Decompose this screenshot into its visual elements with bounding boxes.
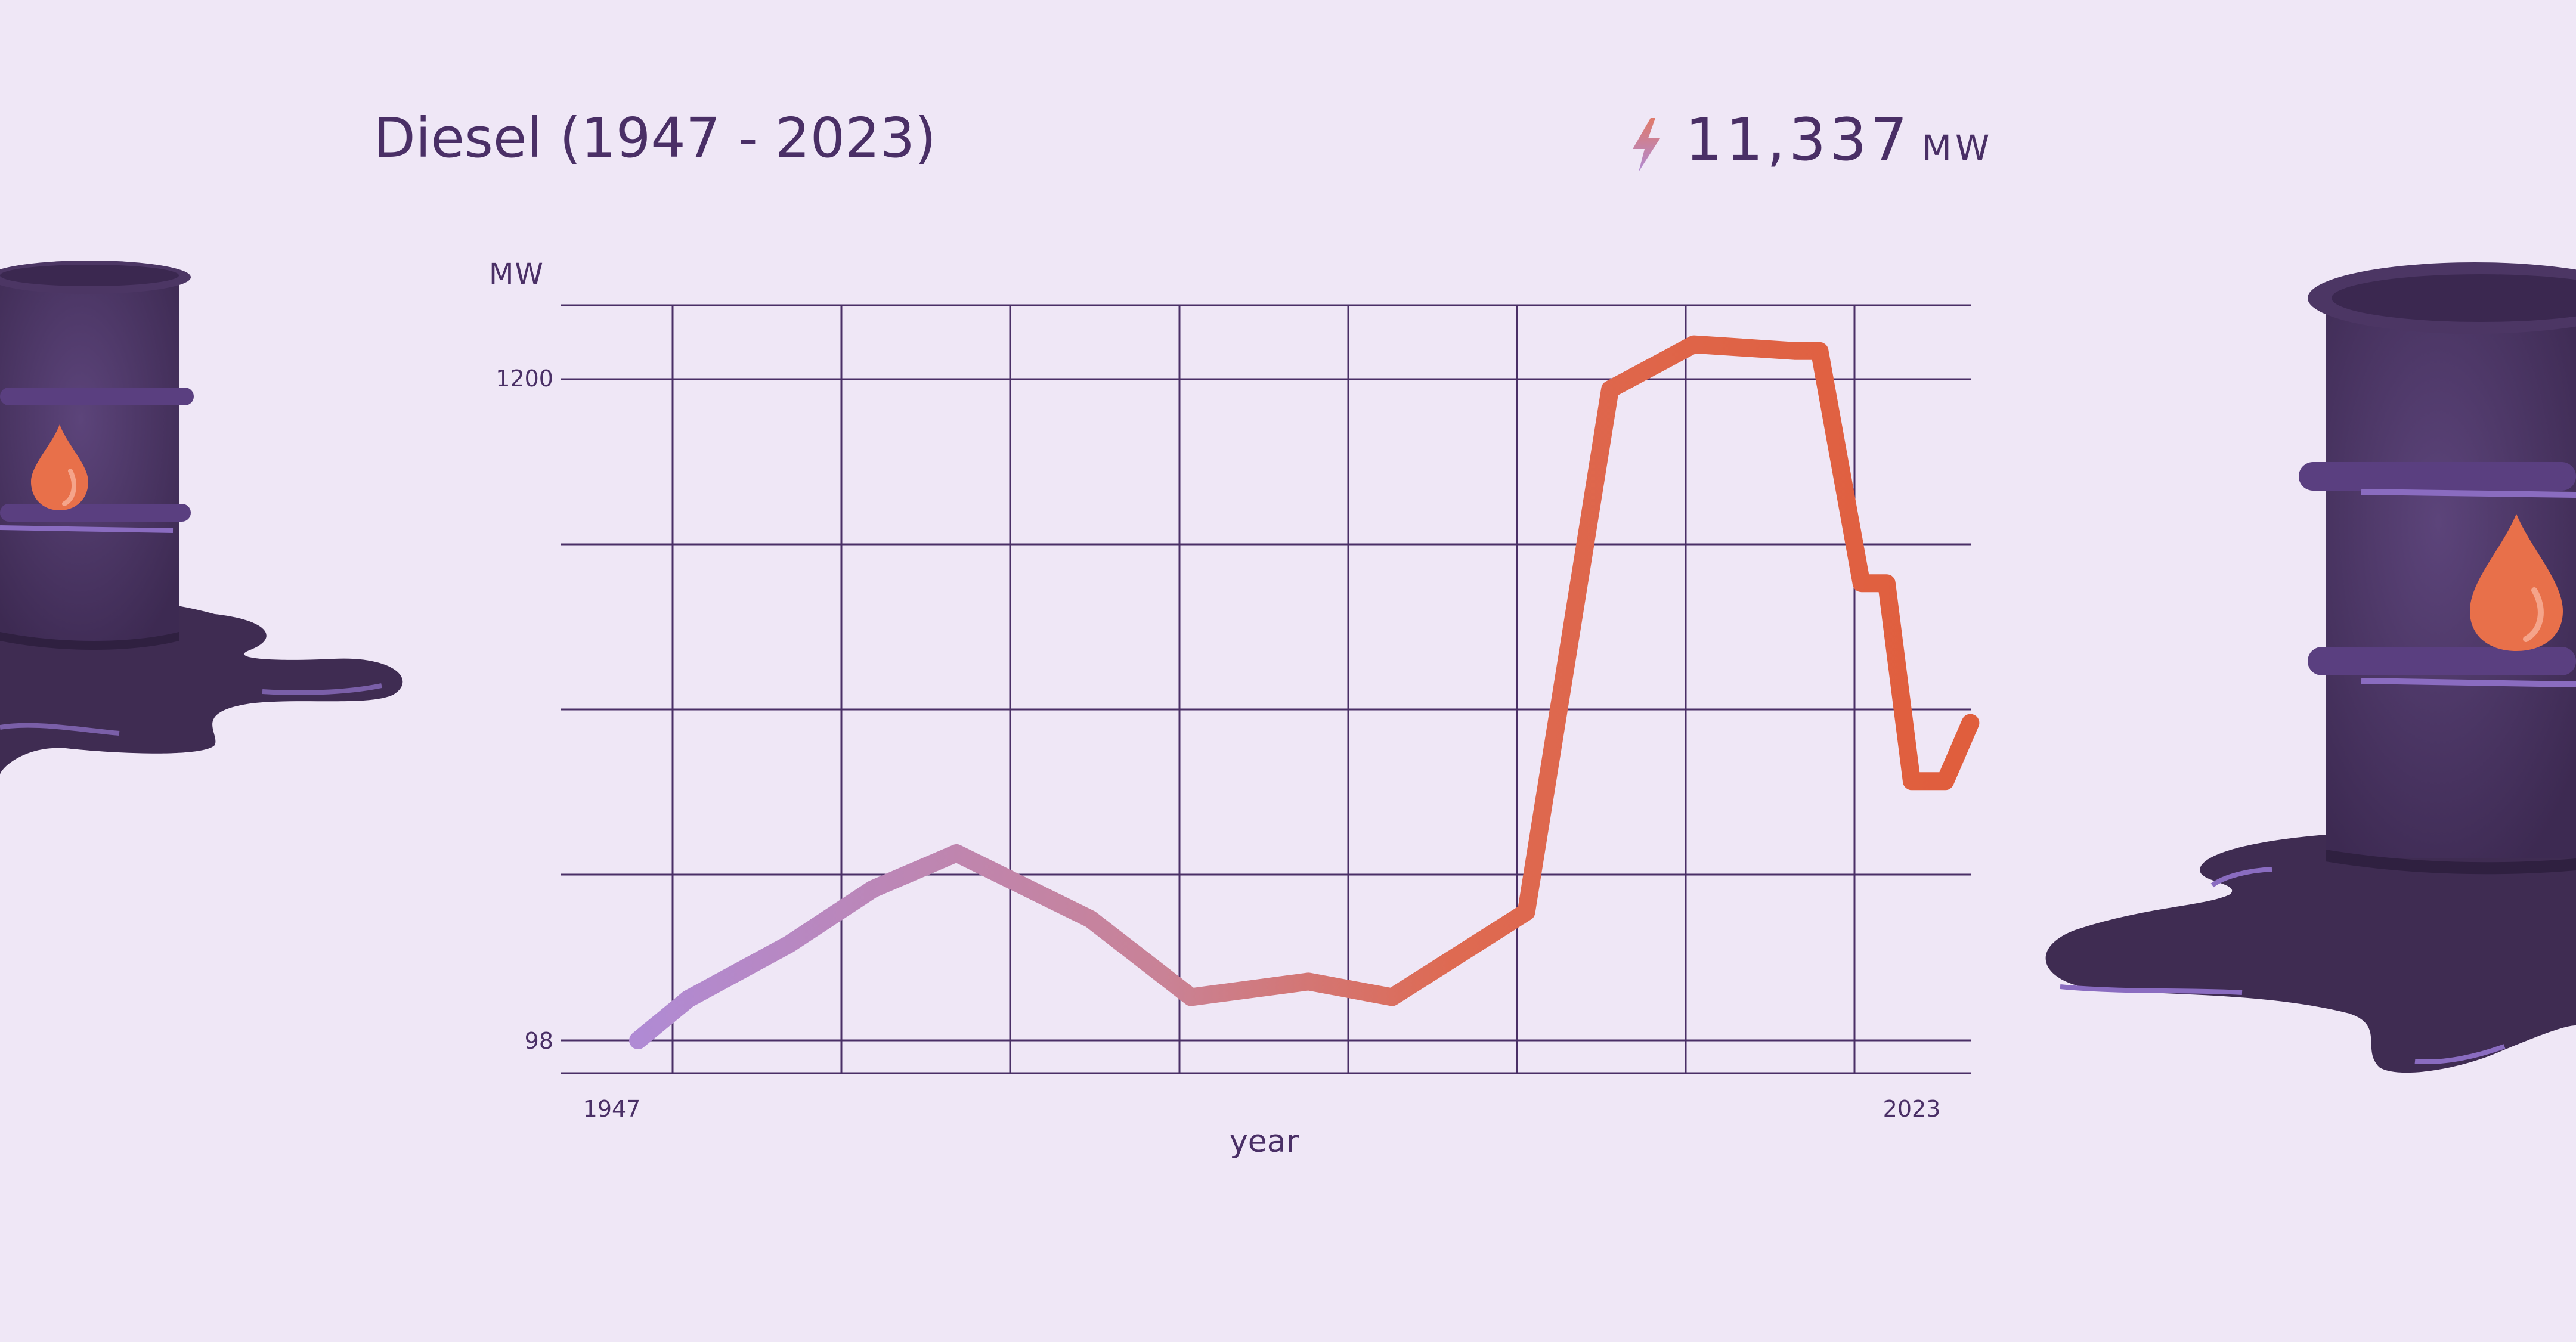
- x-tick-label: 1947: [583, 1096, 641, 1122]
- capacity-readout: 11,337 MW: [1628, 106, 1993, 184]
- x-tick-label: 2023: [1883, 1096, 1941, 1122]
- page-title: Diesel (1947 - 2023): [373, 106, 937, 170]
- x-axis-label: year: [1230, 1124, 1299, 1160]
- y-tick-label: 1200: [496, 365, 553, 392]
- y-axis-label: MW: [489, 258, 544, 291]
- oil-barrel-spill-icon: [0, 261, 403, 775]
- chart-gridlines: [561, 304, 1971, 1074]
- capacity-value: 11,337: [1685, 106, 1911, 174]
- series-line: [629, 335, 1980, 1049]
- y-tick-label: 98: [525, 1028, 553, 1054]
- capacity-unit: MW: [1921, 128, 1993, 168]
- oil-barrel-spill-icon: [2045, 262, 2576, 1073]
- lightning-bolt-icon: [1633, 118, 1660, 172]
- data-points: [637, 343, 1971, 1042]
